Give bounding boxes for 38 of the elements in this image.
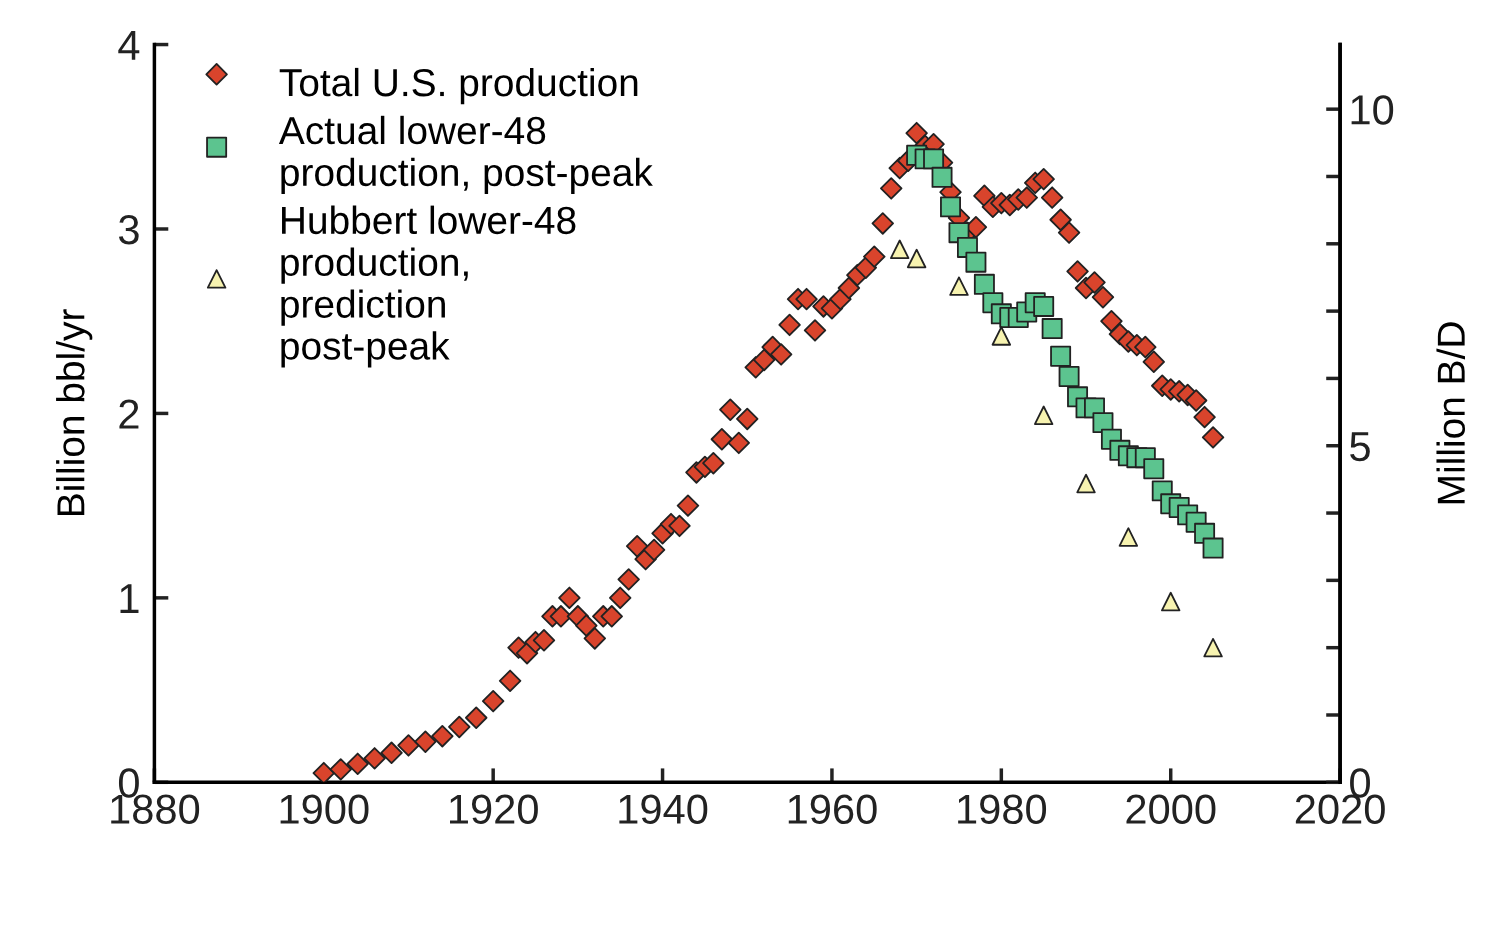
point: [973, 273, 995, 295]
point: [1161, 591, 1181, 612]
point: [1203, 637, 1223, 658]
y2-axis-title: Million B/D: [1436, 322, 1466, 504]
y-tick-label: 3: [118, 214, 139, 245]
legend-label: Total U.S. production: [279, 67, 638, 105]
y-tick-label: 4: [118, 30, 140, 60]
y-tick-label: 2: [119, 399, 139, 429]
point: [1092, 412, 1114, 434]
point: [1118, 527, 1139, 547]
point: [1041, 318, 1063, 340]
y2-tick-label: 5: [1350, 432, 1370, 462]
x-tick-label: 2000: [1126, 794, 1216, 825]
point: [1033, 295, 1055, 317]
point: [1202, 537, 1224, 559]
point: [949, 276, 969, 296]
point: [1050, 345, 1072, 367]
point: [931, 166, 953, 188]
y2-tick-label: 10: [1351, 95, 1394, 125]
point: [965, 251, 987, 273]
point: [1058, 366, 1080, 388]
x-tick-label: 1900: [280, 794, 369, 825]
legend-label: Hubbert lower-48 production, prediction post-peak: [281, 205, 576, 368]
y-axis-title: Billion bbl/yr: [56, 309, 93, 516]
x-tick-label: 1960: [788, 794, 877, 825]
point: [1076, 473, 1096, 494]
x-tick-label: 1920: [450, 794, 538, 825]
point: [1143, 458, 1165, 480]
legend-label: Actual lower-48 production, post-peak: [278, 115, 653, 194]
point: [1033, 405, 1054, 425]
point: [940, 196, 961, 218]
x-tick-label: 1940: [619, 794, 708, 825]
point: [923, 148, 945, 170]
point: [991, 326, 1012, 346]
point: [890, 239, 910, 259]
y-tick-label: 1: [120, 584, 139, 613]
point: [906, 248, 927, 269]
x-tick-label: 1980: [958, 794, 1047, 825]
